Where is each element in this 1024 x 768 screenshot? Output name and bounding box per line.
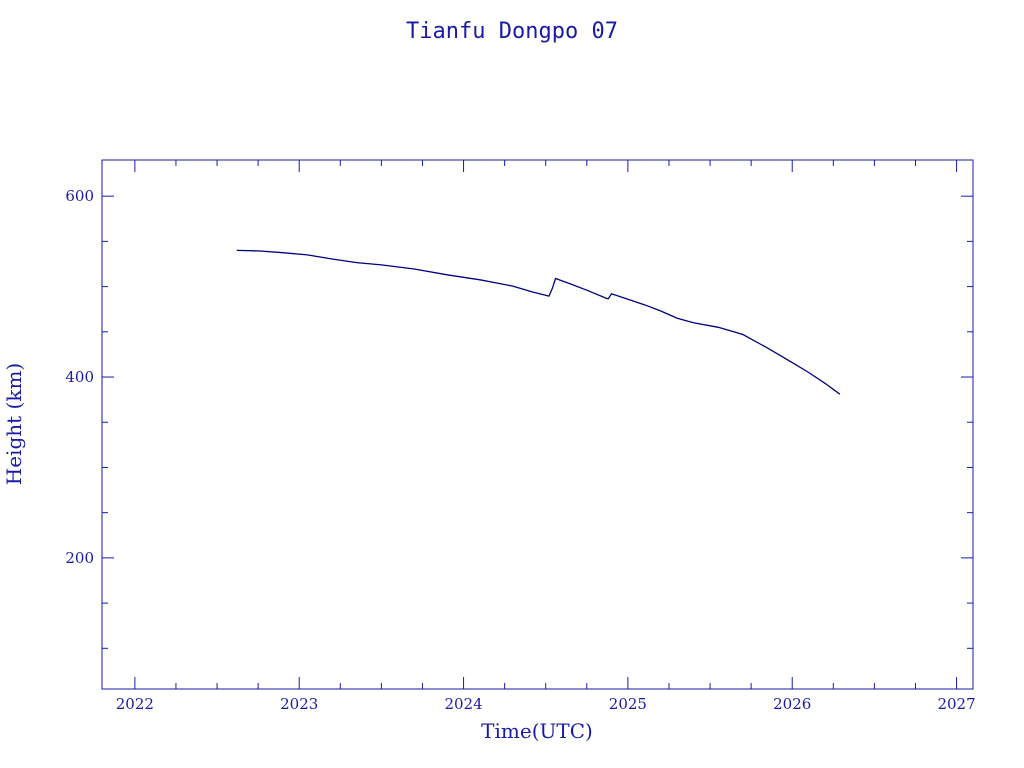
y-axis-label: Height (km) — [2, 363, 26, 485]
x-tick-labels: 2022 2023 2024 2025 2026 2027 — [116, 695, 976, 713]
y-tick-label: 200 — [65, 549, 94, 567]
x-tick-label: 2025 — [609, 695, 647, 713]
height-series-line — [236, 249, 841, 395]
x-tick-label: 2023 — [280, 695, 318, 713]
plot-frame — [101, 159, 974, 690]
y-tick-labels: 200 400 600 — [65, 187, 94, 567]
x-tick-label: 2022 — [116, 695, 154, 713]
y-tick-label: 600 — [65, 187, 94, 205]
y-tick-label: 400 — [65, 368, 94, 386]
axis-ticks — [102, 160, 973, 689]
chart-title: Tianfu Dongpo 07 — [406, 19, 618, 44]
x-tick-label: 2027 — [937, 695, 975, 713]
x-axis-label: Time(UTC) — [481, 719, 593, 743]
x-tick-label: 2024 — [444, 695, 482, 713]
x-tick-label: 2026 — [773, 695, 811, 713]
